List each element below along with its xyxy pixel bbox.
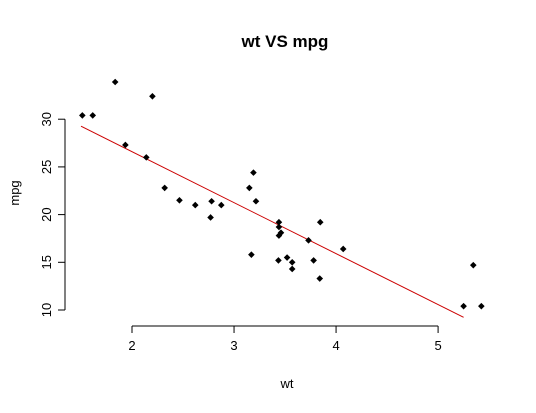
- data-point: [275, 257, 282, 264]
- y-tick-label: 15: [39, 255, 54, 269]
- y-tick-label: 25: [39, 160, 54, 174]
- x-tick-label: 4: [332, 338, 339, 353]
- data-point: [191, 201, 199, 209]
- data-point: [207, 214, 214, 221]
- x-tick-label: 2: [128, 338, 135, 353]
- y-tick-label: 30: [39, 112, 54, 126]
- data-point: [339, 245, 347, 253]
- data-point: [310, 257, 317, 264]
- data-point: [111, 78, 119, 86]
- y-axis-label: mpg: [7, 180, 22, 205]
- data-point: [275, 218, 283, 226]
- data-point: [122, 141, 129, 149]
- y-tick-label: 20: [39, 207, 54, 221]
- y-tick-label: 10: [39, 303, 54, 317]
- x-axis: 2 3 4 5: [128, 325, 442, 353]
- data-point: [283, 254, 291, 261]
- data-point: [176, 196, 183, 204]
- data-point: [208, 197, 215, 205]
- chart-title: wt VS mpg: [241, 32, 329, 51]
- data-point: [288, 259, 296, 266]
- data-point: [316, 218, 324, 226]
- regression-line: [80, 125, 464, 318]
- data-point: [288, 265, 296, 273]
- data-point: [305, 237, 312, 244]
- data-point: [460, 302, 467, 310]
- data-point: [252, 197, 260, 205]
- regression-layer: [80, 125, 464, 318]
- data-point: [142, 154, 150, 161]
- data-point: [246, 184, 253, 192]
- x-axis-label: wt: [280, 376, 294, 391]
- data-point: [469, 261, 477, 269]
- data-point: [277, 229, 285, 237]
- data-point: [89, 112, 97, 119]
- y-axis: 10 15 20 25 30: [39, 112, 66, 317]
- data-point: [250, 169, 257, 176]
- data-point: [217, 201, 225, 209]
- x-tick-label: 5: [434, 338, 441, 353]
- points-layer: [79, 78, 485, 310]
- x-tick-label: 3: [230, 338, 237, 353]
- data-point: [275, 223, 283, 231]
- data-point: [275, 232, 283, 239]
- data-point: [161, 184, 168, 192]
- data-point: [316, 275, 324, 282]
- data-point: [149, 93, 156, 100]
- data-point: [478, 302, 485, 310]
- data-point: [79, 112, 86, 119]
- data-point: [248, 251, 255, 258]
